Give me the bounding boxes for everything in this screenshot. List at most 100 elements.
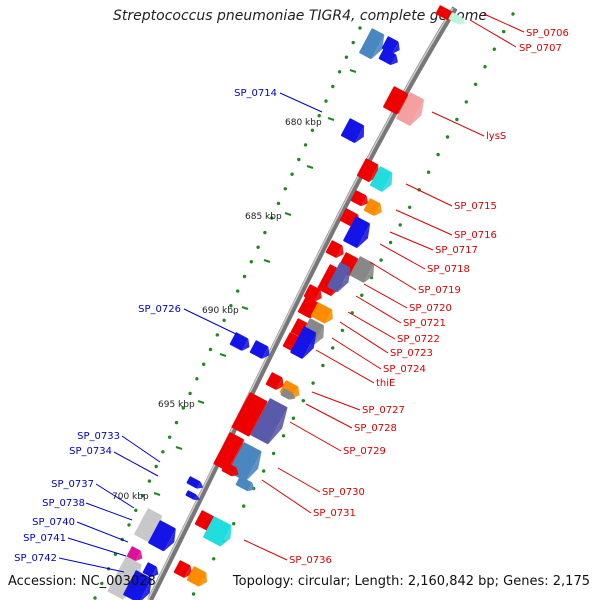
gene-label[interactable]: SP_0724 <box>383 364 426 375</box>
tick-dot <box>398 223 402 227</box>
tick-dot <box>310 128 315 133</box>
gene-label[interactable]: SP_0742 <box>14 553 57 564</box>
tick-dot <box>331 84 335 89</box>
genome-backbone <box>147 6 458 600</box>
gene-label[interactable]: SP_0719 <box>418 285 461 296</box>
gene-arrowhead <box>247 482 255 492</box>
tick-dot <box>93 596 97 600</box>
leader-line <box>243 539 288 561</box>
gene-label[interactable]: SP_0714 <box>234 88 277 99</box>
gene-box <box>290 326 317 359</box>
gene-feature <box>383 86 409 115</box>
gene-label[interactable]: SP_0727 <box>362 405 405 416</box>
leader-line <box>277 467 321 493</box>
gene-label[interactable]: SP_0726 <box>138 304 181 315</box>
gene-arrowhead <box>324 309 333 324</box>
leader-line <box>305 403 353 429</box>
gene-label[interactable]: SP_0736 <box>289 555 332 566</box>
gene-label[interactable]: SP_0741 <box>23 533 66 544</box>
gene-box <box>213 432 244 471</box>
gene-box <box>370 166 393 192</box>
tick-dot <box>337 70 342 74</box>
major-tick <box>263 259 271 263</box>
gene-label[interactable]: SP_0731 <box>313 508 356 519</box>
gene-feature <box>280 388 296 400</box>
gene-label[interactable]: SP_0729 <box>343 446 386 457</box>
gene-arrowhead <box>458 17 466 25</box>
gene-feature <box>350 190 369 207</box>
gene-label[interactable]: SP_0717 <box>435 245 478 256</box>
tick-dot <box>202 362 206 366</box>
gene-label[interactable]: SP_0718 <box>427 264 470 275</box>
gene-box <box>448 12 463 25</box>
gene-label[interactable]: SP_0734 <box>69 446 112 457</box>
tick-dot <box>215 333 220 337</box>
gene-feature <box>229 332 250 351</box>
gene-label[interactable]: SP_0740 <box>32 517 75 528</box>
leader-line <box>315 349 375 384</box>
gene-label[interactable]: SP_0716 <box>454 230 497 241</box>
gene-label[interactable]: SP_0720 <box>409 303 452 314</box>
leader-line <box>85 502 133 521</box>
gene-label[interactable]: SP_0722 <box>397 334 440 345</box>
gene-feature <box>126 546 143 562</box>
tick-dot <box>212 557 216 561</box>
tick-dot <box>263 230 267 235</box>
gene-feature <box>396 92 425 126</box>
gene-label[interactable]: SP_0721 <box>403 318 446 329</box>
gene-box <box>363 198 381 216</box>
tick-dot <box>191 592 196 596</box>
gene-label[interactable]: SP_0733 <box>77 431 120 442</box>
gene-feature <box>378 48 398 66</box>
gene-label[interactable]: SP_0723 <box>390 348 433 359</box>
gene-label[interactable]: SP_0738 <box>42 498 85 509</box>
gene-arrowhead <box>336 245 344 258</box>
kbp-labels: 680 kbp 685 kbp 690 kbp 695 kbp 700 kbp <box>112 118 322 502</box>
gene-arrowhead <box>261 346 270 359</box>
tick-dot <box>483 65 487 69</box>
tick-dot <box>492 47 496 51</box>
gene-box <box>231 392 268 437</box>
kbp-label: 700 kbp <box>112 492 149 502</box>
tick-dot <box>276 201 281 206</box>
gene-arrowhead <box>360 195 369 207</box>
gene-label[interactable]: SP_0728 <box>354 423 397 434</box>
tick-dot <box>358 26 362 30</box>
gene-box <box>280 388 293 400</box>
tick-dot <box>502 29 506 34</box>
tick-dot <box>473 82 478 87</box>
gene-label[interactable]: SP_0706 <box>526 28 569 39</box>
tick-dot <box>188 391 192 396</box>
leader-line <box>379 243 426 270</box>
gene-label[interactable]: SP_0730 <box>322 487 365 498</box>
tick-dot <box>154 464 158 469</box>
tick-dot <box>174 420 179 425</box>
tick-dot <box>283 187 287 191</box>
leader-line <box>369 261 417 291</box>
gene-arrowhead <box>392 41 400 54</box>
gene-feature <box>250 398 288 445</box>
tick-dot <box>317 114 321 118</box>
tick-dot <box>208 347 213 352</box>
gene-box <box>250 398 288 445</box>
tick-dot <box>195 377 199 381</box>
gene-label[interactable]: thiE <box>376 378 395 389</box>
gene-label[interactable]: SP_0707 <box>519 43 562 54</box>
gene-arrowhead <box>314 289 322 302</box>
tick-dot <box>236 289 240 293</box>
leader-line <box>483 13 525 33</box>
major-tick <box>349 69 357 73</box>
gene-feature <box>235 476 255 492</box>
leader-line <box>183 308 237 335</box>
tick-dot <box>445 135 450 139</box>
tick-dot <box>408 205 412 210</box>
gene-label[interactable]: SP_0737 <box>51 479 94 490</box>
gene-box <box>340 118 364 143</box>
gene-label[interactable]: SP_0715 <box>454 201 497 212</box>
gene-feature <box>290 326 317 360</box>
gene-label[interactable]: lysS <box>486 131 506 142</box>
gene-feature <box>265 372 284 390</box>
tick-dot <box>360 293 364 297</box>
kbp-label: 680 kbp <box>285 118 322 128</box>
kbp-label: 695 kbp <box>158 400 195 410</box>
